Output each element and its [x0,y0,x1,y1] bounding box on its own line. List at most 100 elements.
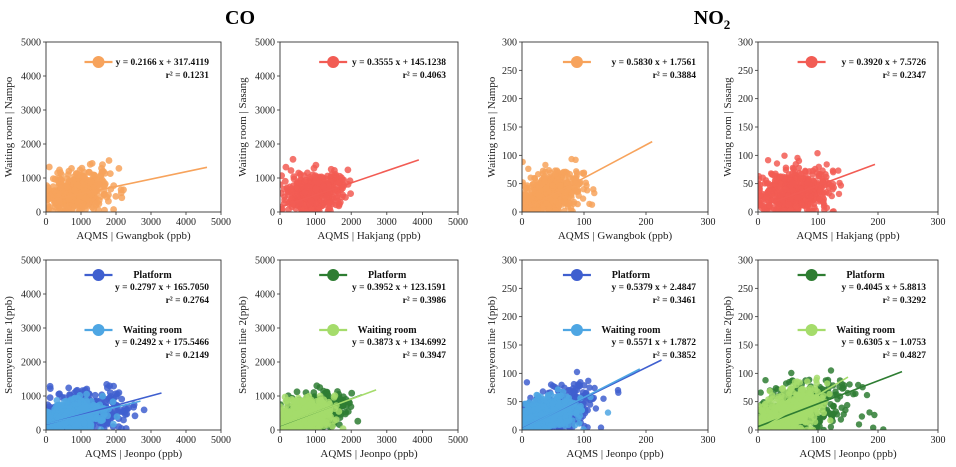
point-light_green [299,398,307,406]
x-tick-label: 1000 [306,217,326,228]
point-dark_blue [118,407,126,414]
x-tick-label: 300 [701,217,716,228]
point-dark_blue [569,388,577,395]
y-tick-label: 4000 [21,72,41,83]
point-light_blue [83,398,91,405]
point-orange [541,178,548,185]
y-tick-label: 150 [738,123,753,134]
x-tick-label: 100 [577,217,592,228]
y-tick-label: 3000 [21,106,41,117]
point-orange [535,184,542,191]
x-tick-label: 3000 [141,435,161,446]
legend-equation: y = 0.3555 x + 145.1238 [352,58,446,68]
point-orange [525,165,532,172]
point-red [289,155,297,163]
fit-line-light_blue [46,400,141,425]
x-tick-label: 0 [278,217,283,228]
y-tick-label: 0 [270,426,275,437]
points-co-sasang [280,155,354,212]
y-tick-label: 3000 [21,324,41,335]
point-dark_green [354,417,362,425]
y-tick-label: 2000 [21,140,41,151]
point-red [771,177,779,184]
y-tick-label: 4000 [255,72,275,83]
point-dark_blue [115,389,123,397]
point-red [795,164,803,171]
x-tick-label: 1000 [306,435,326,446]
point-red [781,175,788,182]
point-red [338,193,346,201]
point-orange [560,168,567,176]
y-tick-label: 1000 [255,392,275,403]
y-tick-label: 3000 [255,324,275,335]
point-red [312,161,320,169]
axes-frame [45,259,222,431]
y-tick-label: 200 [502,94,517,105]
point-red [836,179,843,187]
point-dark_blue [574,381,582,388]
legend-r2: r² = 0.2764 [166,296,210,306]
y-tick-label: 0 [512,426,517,437]
point-red [807,200,814,207]
x-tick-label: 0 [520,435,525,446]
point-red [285,206,292,212]
fit-line-red [758,163,876,209]
point-red [785,201,792,208]
point-red [344,166,352,174]
point-dark_blue [140,406,148,414]
point-orange [110,206,117,212]
point-light_blue [549,400,556,408]
point-orange [543,184,550,192]
point-orange [541,173,548,180]
legend-series-name: Platform [368,270,407,281]
point-dark_blue [523,379,531,386]
point-orange [90,171,98,179]
points-no2-sasang [758,150,845,212]
point-red [767,189,775,196]
point-red [338,176,346,184]
point-orange [106,170,114,178]
point-red [325,199,333,207]
point-red [312,185,320,193]
point-dark_blue [131,412,139,420]
point-orange [69,207,76,212]
point-red [764,157,772,164]
point-orange [78,164,86,172]
point-light_blue [99,416,106,424]
point-orange [49,207,57,212]
point-red [794,194,801,201]
point-light_blue [550,406,557,413]
point-light_blue [534,423,542,430]
x-tick-label: 300 [701,435,716,446]
point-dark_blue [120,416,127,424]
point-light_green [315,424,323,430]
legend-equation: y = 0.5379 x + 2.4847 [612,283,697,293]
point-orange [105,157,113,164]
legend-series-name: Waiting room [601,325,661,336]
point-orange [98,169,106,176]
point-dark_green [844,401,851,409]
point-red [789,170,796,177]
x-axis-label: AQMS | Gwangbok (ppb) [558,230,673,242]
point-red [280,206,286,212]
point-orange [571,185,579,192]
x-tick-label: 2000 [106,217,126,228]
legend-equation: y = 0.5571 x + 1.7872 [612,338,697,348]
point-red [799,191,806,199]
y-axis-label: Waiting room | Sasang [237,77,249,177]
y-tick-label: 50 [507,397,517,408]
point-light_blue [78,404,85,412]
panel-co-seomyeon2: 0 1000 2000 3000 4000 50000100020003000400050… [237,256,468,461]
y-tick-label: 150 [502,123,517,134]
point-red [835,190,843,198]
points-no2-seomyeon2 [758,367,887,430]
x-tick-label: 3000 [377,217,397,228]
point-dark_green [293,388,301,396]
point-red [301,188,309,196]
legend-equation: y = 0.2166 x + 317.4119 [116,58,210,68]
point-light_green [332,416,340,423]
x-tick-label: 5000 [448,217,468,228]
point-red [787,206,794,212]
